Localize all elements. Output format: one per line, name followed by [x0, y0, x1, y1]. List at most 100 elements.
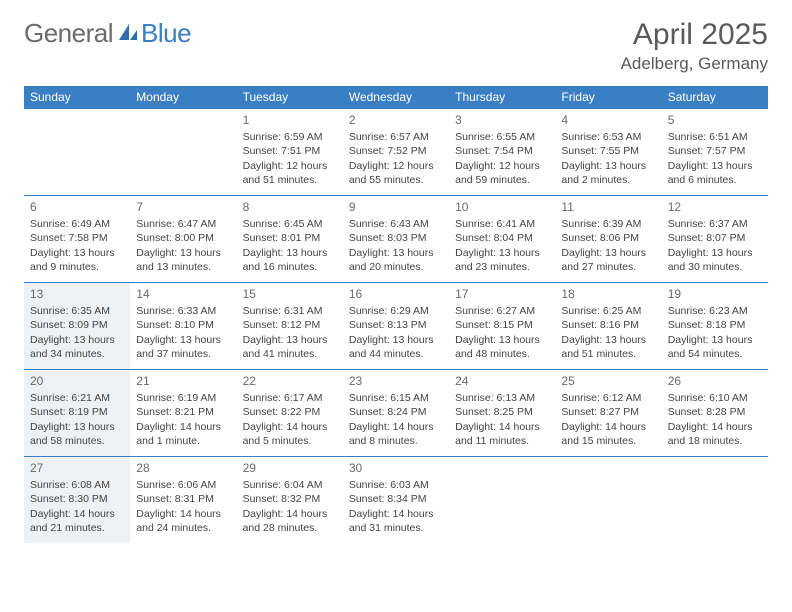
day2-text: and 11 minutes. [455, 434, 549, 448]
sunset-text: Sunset: 8:18 PM [668, 318, 762, 332]
sunrise-text: Sunrise: 6:13 AM [455, 391, 549, 405]
sunset-text: Sunset: 7:54 PM [455, 144, 549, 158]
day2-text: and 1 minute. [136, 434, 230, 448]
day-number: 14 [136, 286, 230, 302]
sunrise-text: Sunrise: 6:15 AM [349, 391, 443, 405]
day-cell [449, 457, 555, 543]
sunrise-text: Sunrise: 6:43 AM [349, 217, 443, 231]
day-number: 18 [561, 286, 655, 302]
day-cell [555, 457, 661, 543]
day-number: 9 [349, 199, 443, 215]
day2-text: and 30 minutes. [668, 260, 762, 274]
sunset-text: Sunset: 8:12 PM [243, 318, 337, 332]
day-header: Wednesday [343, 86, 449, 109]
day2-text: and 23 minutes. [455, 260, 549, 274]
day1-text: Daylight: 13 hours [243, 333, 337, 347]
sunset-text: Sunset: 8:15 PM [455, 318, 549, 332]
sunset-text: Sunset: 8:34 PM [349, 492, 443, 506]
day1-text: Daylight: 13 hours [668, 159, 762, 173]
day-cell: 19Sunrise: 6:23 AMSunset: 8:18 PMDayligh… [662, 283, 768, 369]
sunset-text: Sunset: 7:52 PM [349, 144, 443, 158]
day-number: 27 [30, 460, 124, 476]
sunrise-text: Sunrise: 6:45 AM [243, 217, 337, 231]
day-number: 24 [455, 373, 549, 389]
sunrise-text: Sunrise: 6:03 AM [349, 478, 443, 492]
day2-text: and 16 minutes. [243, 260, 337, 274]
sunset-text: Sunset: 8:06 PM [561, 231, 655, 245]
sunrise-text: Sunrise: 6:29 AM [349, 304, 443, 318]
day1-text: Daylight: 12 hours [455, 159, 549, 173]
sunset-text: Sunset: 8:10 PM [136, 318, 230, 332]
day-number: 12 [668, 199, 762, 215]
day-number: 11 [561, 199, 655, 215]
sunset-text: Sunset: 8:01 PM [243, 231, 337, 245]
sunset-text: Sunset: 7:55 PM [561, 144, 655, 158]
sunrise-text: Sunrise: 6:37 AM [668, 217, 762, 231]
day1-text: Daylight: 13 hours [349, 246, 443, 260]
day2-text: and 13 minutes. [136, 260, 230, 274]
day-cell: 12Sunrise: 6:37 AMSunset: 8:07 PMDayligh… [662, 196, 768, 282]
sunset-text: Sunset: 7:51 PM [243, 144, 337, 158]
day-cell: 10Sunrise: 6:41 AMSunset: 8:04 PMDayligh… [449, 196, 555, 282]
day2-text: and 18 minutes. [668, 434, 762, 448]
sunrise-text: Sunrise: 6:31 AM [243, 304, 337, 318]
sunrise-text: Sunrise: 6:57 AM [349, 130, 443, 144]
sunrise-text: Sunrise: 6:39 AM [561, 217, 655, 231]
day1-text: Daylight: 14 hours [243, 507, 337, 521]
day2-text: and 27 minutes. [561, 260, 655, 274]
day2-text: and 44 minutes. [349, 347, 443, 361]
day1-text: Daylight: 14 hours [455, 420, 549, 434]
day1-text: Daylight: 14 hours [136, 507, 230, 521]
day-cell: 23Sunrise: 6:15 AMSunset: 8:24 PMDayligh… [343, 370, 449, 456]
week-row: 13Sunrise: 6:35 AMSunset: 8:09 PMDayligh… [24, 282, 768, 369]
day-number: 3 [455, 112, 549, 128]
day-number: 1 [243, 112, 337, 128]
day1-text: Daylight: 14 hours [136, 420, 230, 434]
day1-text: Daylight: 13 hours [349, 333, 443, 347]
day-number: 29 [243, 460, 337, 476]
day-number: 8 [243, 199, 337, 215]
sunrise-text: Sunrise: 6:12 AM [561, 391, 655, 405]
day1-text: Daylight: 14 hours [349, 507, 443, 521]
day2-text: and 20 minutes. [349, 260, 443, 274]
sunset-text: Sunset: 8:07 PM [668, 231, 762, 245]
sunrise-text: Sunrise: 6:35 AM [30, 304, 124, 318]
week-row: 27Sunrise: 6:08 AMSunset: 8:30 PMDayligh… [24, 456, 768, 543]
day-cell: 18Sunrise: 6:25 AMSunset: 8:16 PMDayligh… [555, 283, 661, 369]
day2-text: and 54 minutes. [668, 347, 762, 361]
title-block: April 2025 Adelberg, Germany [621, 18, 768, 74]
day-number: 19 [668, 286, 762, 302]
day-number: 25 [561, 373, 655, 389]
day1-text: Daylight: 14 hours [668, 420, 762, 434]
day-cell: 13Sunrise: 6:35 AMSunset: 8:09 PMDayligh… [24, 283, 130, 369]
day-header: Sunday [24, 86, 130, 109]
day2-text: and 21 minutes. [30, 521, 124, 535]
day-cell: 25Sunrise: 6:12 AMSunset: 8:27 PMDayligh… [555, 370, 661, 456]
sunrise-text: Sunrise: 6:27 AM [455, 304, 549, 318]
day2-text: and 6 minutes. [668, 173, 762, 187]
day-number: 10 [455, 199, 549, 215]
sunset-text: Sunset: 8:03 PM [349, 231, 443, 245]
sunset-text: Sunset: 8:13 PM [349, 318, 443, 332]
sunrise-text: Sunrise: 6:33 AM [136, 304, 230, 318]
sunset-text: Sunset: 8:16 PM [561, 318, 655, 332]
sunset-text: Sunset: 8:31 PM [136, 492, 230, 506]
sunrise-text: Sunrise: 6:25 AM [561, 304, 655, 318]
sunrise-text: Sunrise: 6:10 AM [668, 391, 762, 405]
calendar: SundayMondayTuesdayWednesdayThursdayFrid… [24, 86, 768, 543]
day2-text: and 28 minutes. [243, 521, 337, 535]
sunrise-text: Sunrise: 6:19 AM [136, 391, 230, 405]
sunset-text: Sunset: 8:28 PM [668, 405, 762, 419]
day-cell: 21Sunrise: 6:19 AMSunset: 8:21 PMDayligh… [130, 370, 236, 456]
day-cell: 27Sunrise: 6:08 AMSunset: 8:30 PMDayligh… [24, 457, 130, 543]
sunset-text: Sunset: 7:58 PM [30, 231, 124, 245]
day-header: Thursday [449, 86, 555, 109]
day-number: 26 [668, 373, 762, 389]
sunset-text: Sunset: 8:32 PM [243, 492, 337, 506]
day-cell [24, 109, 130, 195]
sunrise-text: Sunrise: 6:51 AM [668, 130, 762, 144]
day-cell: 29Sunrise: 6:04 AMSunset: 8:32 PMDayligh… [237, 457, 343, 543]
day-number: 17 [455, 286, 549, 302]
day1-text: Daylight: 13 hours [30, 420, 124, 434]
page: General Blue April 2025 Adelberg, German… [0, 0, 792, 543]
